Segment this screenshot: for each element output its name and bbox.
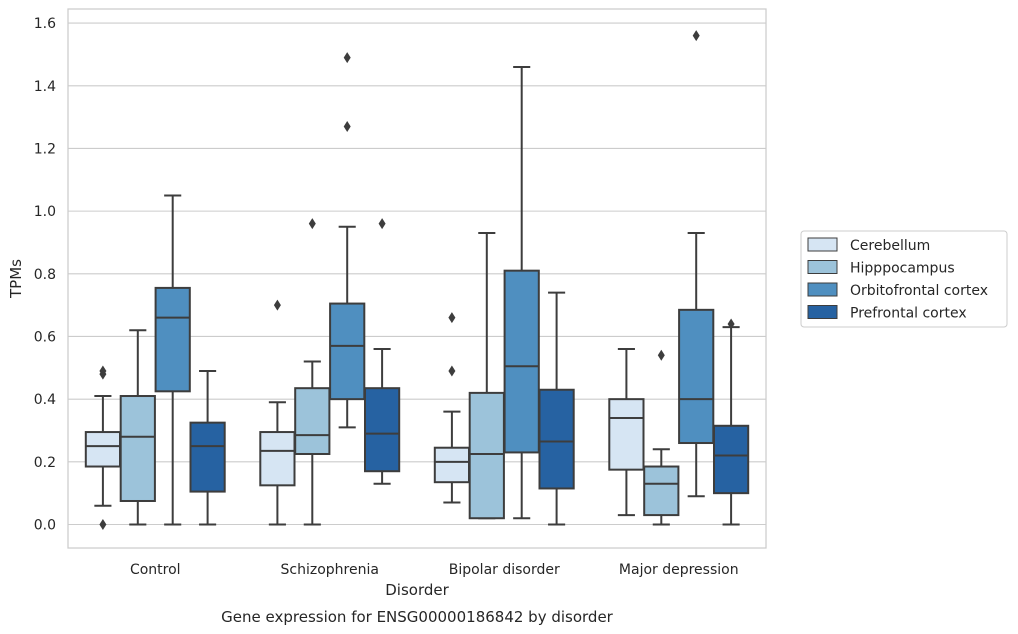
box-cerebellum [259,299,296,526]
box-iqr [468,391,505,520]
y-tick-label: 1.0 [34,204,56,220]
y-tick-label: 0.2 [34,455,56,471]
box-prefrontal-cortex [538,291,575,526]
box-iqr [154,286,191,393]
box-cerebellum [84,365,122,530]
legend-swatch [807,260,838,274]
box-iqr [259,431,296,487]
legend-swatch [807,282,838,297]
box-prefrontal-cortex [363,218,401,485]
outlier-point [99,365,107,377]
outlier-point [273,299,281,311]
box-iqr [608,398,645,471]
box-orbitofrontal-cortex [154,194,191,526]
y-tick-label: 0.6 [34,329,56,345]
x-axis-ticks: Control Schizophrenia Bipolar disorder Majo… [130,562,739,578]
box-iqr [119,395,156,502]
legend-label: Orbitofrontal cortex [850,283,988,299]
box-hipppocampus [468,232,505,520]
x-tick-label: Bipolar disorder [449,562,560,578]
box-iqr [712,424,750,495]
outlier-point [308,218,316,230]
legend-label: Prefrontal cortex [850,306,967,322]
box-iqr [189,421,226,493]
outlier-point [343,52,351,64]
box-iqr [643,465,680,517]
x-tick-label: Major depression [619,562,739,578]
box-orbitofrontal-cortex [329,52,366,429]
legend: Cerebellum Hipppocampus Orbitofrontal cort… [800,230,1008,328]
box-hipppocampus [643,349,680,526]
legend-label: Hipppocampus [850,261,955,277]
outlier-point [657,349,665,361]
box-orbitofrontal-cortex [678,30,715,498]
legend-swatch [807,237,838,252]
box-iqr [294,387,331,455]
outlier-point [99,518,107,530]
legend-frame [800,230,1008,328]
box-hipppocampus [294,218,331,526]
outlier-point [692,30,700,42]
y-axis-title: TPMs [7,259,25,299]
outlier-point [727,318,735,330]
y-tick-label: 1.4 [34,79,56,95]
box-cerebellum [608,348,645,517]
y-tick-label: 1.2 [34,141,56,157]
box-iqr [678,308,715,445]
outlier-point [448,312,456,324]
legend-label: Cerebellum [850,238,930,254]
box-iqr [433,446,471,484]
box-iqr [503,269,540,454]
box-iqr [84,431,122,468]
y-axis-ticks: 0.0 0.2 0.4 0.6 0.8 1.0 1.2 1.4 1.6 [34,16,56,533]
x-axis-title: Disorder [385,581,449,599]
y-tick-label: 1.6 [34,16,56,32]
box-hipppocampus [119,329,156,526]
y-tick-label: 0.0 [34,517,56,533]
boxplot-marks [84,30,750,530]
outlier-point [378,218,386,230]
box-prefrontal-cortex [189,369,226,526]
x-tick-label: Control [130,562,181,578]
box-orbitofrontal-cortex [503,65,540,520]
box-cerebellum [433,312,471,504]
y-tick-label: 0.8 [34,267,56,283]
chart-caption: Gene expression for ENSG00000186842 by d… [221,608,614,626]
plot-frame [67,8,767,549]
outlier-point [448,365,456,377]
y-tick-label: 0.4 [34,392,56,408]
box-iqr [363,387,401,473]
outlier-point [343,121,351,133]
box-iqr [329,302,366,401]
legend-swatch [807,305,838,319]
x-tick-label: Schizophrenia [281,562,379,578]
box-iqr [538,388,575,490]
box-prefrontal-cortex [712,318,750,526]
